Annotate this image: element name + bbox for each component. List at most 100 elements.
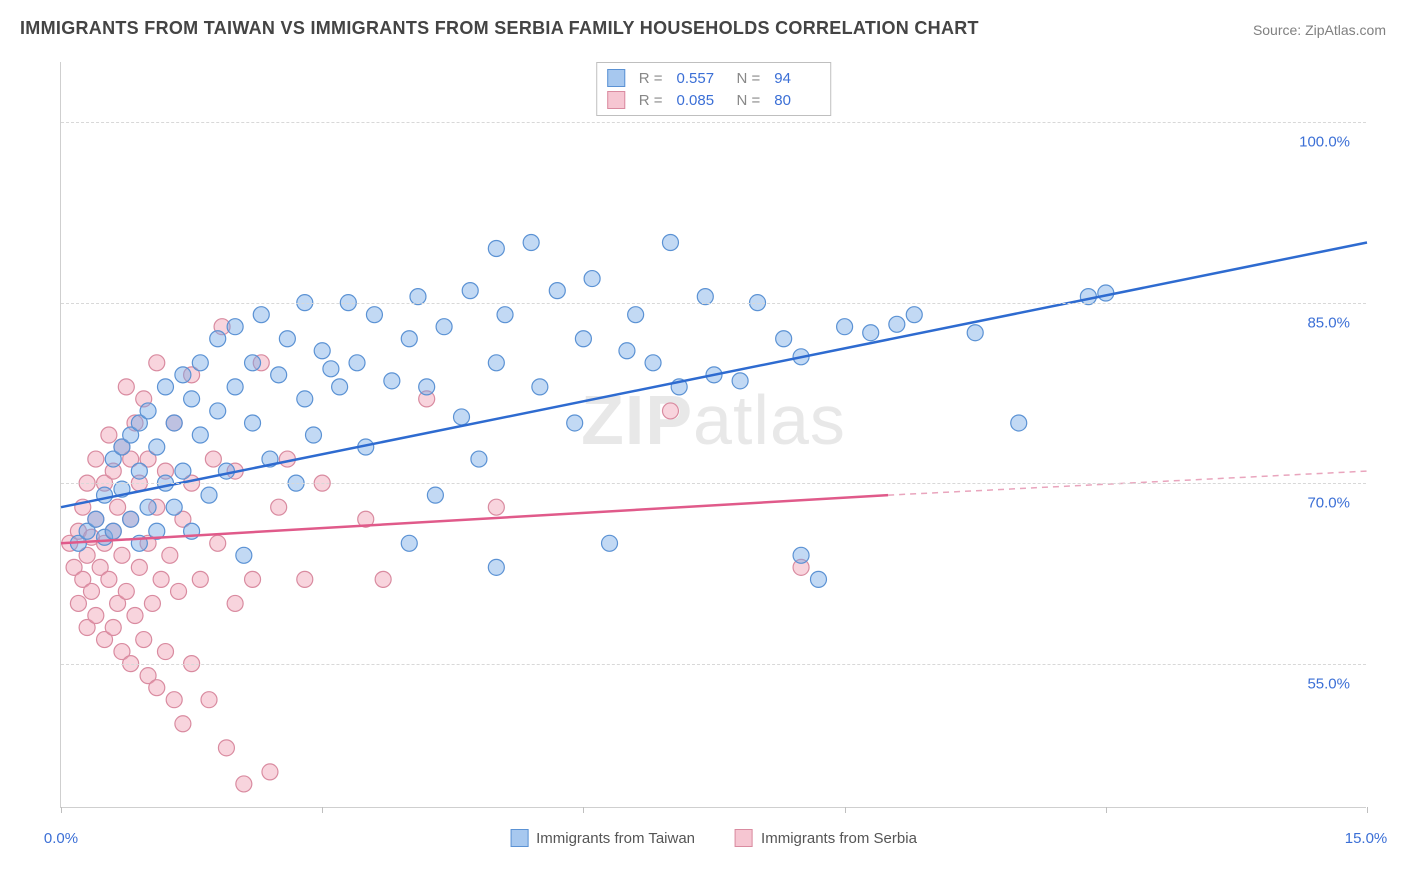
data-point <box>375 571 391 587</box>
data-point <box>157 379 173 395</box>
stats-row-taiwan: R = 0.557 N = 94 <box>607 67 821 89</box>
data-point <box>110 499 126 515</box>
data-point <box>162 547 178 563</box>
source-link[interactable]: ZipAtlas.com <box>1305 22 1386 38</box>
data-point <box>227 595 243 611</box>
n-label: N = <box>737 92 761 109</box>
stats-row-serbia: R = 0.085 N = 80 <box>607 89 821 111</box>
data-point <box>662 403 678 419</box>
r-value: 0.557 <box>677 70 723 87</box>
data-point <box>584 271 600 287</box>
data-point <box>863 325 879 341</box>
data-point <box>210 535 226 551</box>
data-point <box>136 632 152 648</box>
data-point <box>532 379 548 395</box>
n-label: N = <box>737 70 761 87</box>
data-point <box>88 451 104 467</box>
data-point <box>140 499 156 515</box>
n-value: 94 <box>774 70 820 87</box>
data-point <box>175 367 191 383</box>
data-point <box>549 283 565 299</box>
data-point <box>776 331 792 347</box>
x-tick-mark <box>583 807 584 813</box>
data-point <box>227 319 243 335</box>
data-point <box>662 234 678 250</box>
data-point <box>619 343 635 359</box>
data-point <box>297 391 313 407</box>
source-attrib: Source: ZipAtlas.com <box>1253 22 1386 38</box>
data-point <box>175 716 191 732</box>
data-point <box>114 547 130 563</box>
data-point <box>227 379 243 395</box>
data-point <box>166 415 182 431</box>
data-point <box>332 379 348 395</box>
scatter-svg <box>61 62 1366 807</box>
data-point <box>793 547 809 563</box>
data-point <box>401 331 417 347</box>
data-point <box>245 355 261 371</box>
grid-line <box>61 303 1366 304</box>
x-tick-max: 15.0% <box>1345 830 1388 847</box>
data-point <box>628 307 644 323</box>
data-point <box>118 583 134 599</box>
r-label: R = <box>639 70 663 87</box>
data-point <box>245 415 261 431</box>
legend-item-serbia: Immigrants from Serbia <box>735 829 917 847</box>
x-tick-mark <box>1106 807 1107 813</box>
data-point <box>262 764 278 780</box>
data-point <box>314 343 330 359</box>
data-point <box>171 583 187 599</box>
data-point <box>1011 415 1027 431</box>
data-point <box>131 559 147 575</box>
data-point <box>462 283 478 299</box>
data-point <box>236 547 252 563</box>
data-point <box>427 487 443 503</box>
n-value: 80 <box>774 92 820 109</box>
data-point <box>401 535 417 551</box>
chart-title: IMMIGRANTS FROM TAIWAN VS IMMIGRANTS FRO… <box>20 18 979 39</box>
legend-label: Immigrants from Taiwan <box>536 830 695 847</box>
pink-swatch-icon <box>607 91 625 109</box>
data-point <box>88 607 104 623</box>
data-point <box>323 361 339 377</box>
data-point <box>575 331 591 347</box>
data-point <box>105 523 121 539</box>
data-point <box>157 644 173 660</box>
source-prefix: Source: <box>1253 22 1305 38</box>
x-tick-min: 0.0% <box>44 830 78 847</box>
data-point <box>245 571 261 587</box>
data-point <box>192 427 208 443</box>
data-point <box>127 607 143 623</box>
x-tick-mark <box>322 807 323 813</box>
data-point <box>105 620 121 636</box>
stats-legend-box: R = 0.557 N = 94 R = 0.085 N = 80 <box>596 62 832 116</box>
data-point <box>271 499 287 515</box>
data-point <box>454 409 470 425</box>
data-point <box>218 463 234 479</box>
data-point <box>471 451 487 467</box>
blue-swatch-icon <box>510 829 528 847</box>
data-point <box>175 463 191 479</box>
x-tick-mark <box>1367 807 1368 813</box>
data-point <box>205 451 221 467</box>
data-point <box>149 439 165 455</box>
x-tick-mark <box>845 807 846 813</box>
data-point <box>497 307 513 323</box>
data-point <box>153 571 169 587</box>
legend-label: Immigrants from Serbia <box>761 830 917 847</box>
data-point <box>184 391 200 407</box>
trend-line <box>61 242 1367 507</box>
grid-line <box>61 664 1366 665</box>
data-point <box>837 319 853 335</box>
data-point <box>967 325 983 341</box>
data-point <box>297 571 313 587</box>
data-point <box>602 535 618 551</box>
data-point <box>488 499 504 515</box>
data-point <box>70 595 86 611</box>
data-point <box>810 571 826 587</box>
data-point <box>131 463 147 479</box>
data-point <box>305 427 321 443</box>
y-tick-label: 100.0% <box>1299 134 1350 151</box>
data-point <box>210 403 226 419</box>
data-point <box>201 692 217 708</box>
